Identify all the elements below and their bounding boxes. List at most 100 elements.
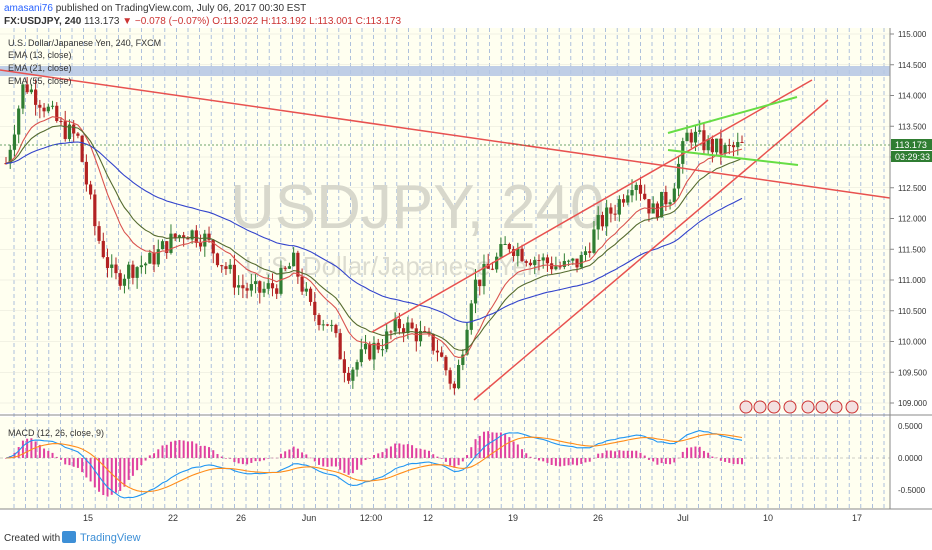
macd-line[interactable] [5, 430, 743, 499]
candle-body [34, 89, 38, 105]
macd-histogram-bar [525, 453, 528, 458]
price-tick-label: 110.500 [898, 307, 927, 316]
macd-histogram-bar [38, 444, 41, 458]
candle-body [122, 278, 127, 286]
event-flag-icon[interactable] [845, 400, 859, 414]
candle-body [710, 139, 714, 153]
candle-body [495, 256, 499, 270]
descending-trendline[interactable] [0, 69, 891, 199]
indicator-ema13-label[interactable]: EMA (13, close) [8, 50, 72, 60]
candle-body [634, 184, 638, 191]
macd-label[interactable]: MACD (12, 26, close, 9) [8, 428, 104, 438]
macd-histogram-bar [343, 458, 346, 473]
candle-body [693, 131, 698, 143]
macd-histogram-bar [411, 445, 414, 458]
candle-body [287, 266, 292, 269]
macd-histogram-bar [81, 458, 84, 473]
price-tick-label: 109.000 [898, 399, 927, 408]
macd-signal-line[interactable] [5, 433, 743, 493]
down-arrow-icon: ▼ [122, 16, 133, 27]
tradingview-logo-icon[interactable] [62, 531, 76, 543]
macd-histogram-bar [736, 458, 739, 465]
macd-histogram-bar [195, 443, 198, 458]
event-flag-icon[interactable] [767, 400, 781, 414]
channel-lower-trendline[interactable] [473, 99, 829, 401]
event-flag-icon[interactable] [739, 400, 753, 414]
green-channel-lower[interactable] [667, 149, 799, 166]
candle-body [342, 359, 346, 373]
macd-histogram-bar [330, 458, 333, 467]
green-channel-upper[interactable] [667, 96, 798, 134]
candle-body [139, 265, 143, 268]
tradingview-logo-text[interactable]: TradingView [80, 532, 141, 544]
time-tick-label: 26 [236, 513, 246, 523]
event-flag-icon[interactable] [801, 400, 815, 414]
candle-body [596, 215, 600, 230]
channel-upper-trendline[interactable] [371, 79, 813, 333]
candle-body [29, 89, 33, 93]
resistance-zone[interactable] [0, 66, 890, 76]
indicator-ema55-label[interactable]: EMA (55, close) [8, 76, 72, 86]
ema21-line[interactable] [5, 125, 743, 351]
macd-histogram-bar [724, 458, 727, 462]
macd-histogram-bar [216, 454, 219, 458]
time-tick-label: 12:00 [360, 513, 383, 523]
macd-histogram-bar [432, 454, 435, 458]
candle-body [406, 322, 410, 333]
candle-body [59, 120, 63, 122]
macd-histogram-bar [102, 458, 105, 496]
macd-histogram-bar [427, 450, 430, 458]
indicator-ema21-label[interactable]: EMA (21, close) [8, 63, 72, 73]
event-flag-icon[interactable] [815, 400, 829, 414]
event-flag-icon[interactable] [783, 400, 797, 414]
time-tick-label: 26 [593, 513, 603, 523]
candle-body [262, 288, 266, 293]
candle-body [313, 301, 317, 316]
candle-body [17, 108, 21, 135]
macd-histogram-bar [554, 458, 557, 466]
candle-body [592, 229, 596, 253]
macd-histogram-bar [461, 458, 464, 462]
created-with-text: Created with [4, 533, 61, 544]
macd-histogram-bar [398, 443, 401, 458]
candle-body [566, 260, 571, 262]
macd-histogram-bar [681, 451, 684, 458]
instrument-label: U.S. Dollar/Japanese Yen, 240, FXCM [8, 38, 161, 48]
event-flag-icon[interactable] [753, 400, 767, 414]
macd-histogram-bar [191, 441, 194, 458]
time-tick-label: 22 [168, 513, 178, 523]
macd-histogram-bar [140, 458, 143, 466]
candle-body [621, 199, 626, 203]
candle-body [655, 203, 660, 218]
macd-histogram-bar [537, 458, 540, 461]
candle-body [127, 264, 131, 279]
candle-body [630, 190, 634, 196]
candle-body [207, 233, 211, 240]
macd-histogram-bar [669, 458, 672, 465]
time-axis[interactable]: 15 22 26 Jun 12:00 12 19 26 Jul 10 17 [83, 513, 862, 523]
ema13-line[interactable] [5, 116, 743, 358]
candle-body [626, 195, 630, 203]
macd-histogram-bar [373, 455, 375, 458]
price-tick-label: 114.000 [898, 92, 927, 101]
candle-body [664, 191, 668, 205]
candle-body [325, 324, 330, 326]
macd-histogram-bar [368, 458, 371, 459]
macd-histogram-bar [381, 452, 384, 458]
event-flag-icon[interactable] [829, 400, 843, 414]
macd-histogram-bar [26, 438, 29, 458]
economic-events-icons[interactable] [739, 400, 859, 414]
time-tick-label: Jul [677, 513, 689, 523]
macd-histogram-bar [563, 458, 566, 466]
macd-histogram-bar [279, 453, 282, 458]
candle-body [334, 324, 338, 334]
candle-body [668, 202, 672, 205]
ema55-line[interactable] [5, 141, 743, 323]
macd-histogram-bar [17, 447, 20, 458]
macd-histogram-bar [237, 458, 240, 464]
candle-body [456, 365, 461, 389]
candle-body [275, 288, 279, 294]
author-link[interactable]: amasani76 [4, 3, 53, 14]
macd-histogram-bar [199, 445, 202, 458]
